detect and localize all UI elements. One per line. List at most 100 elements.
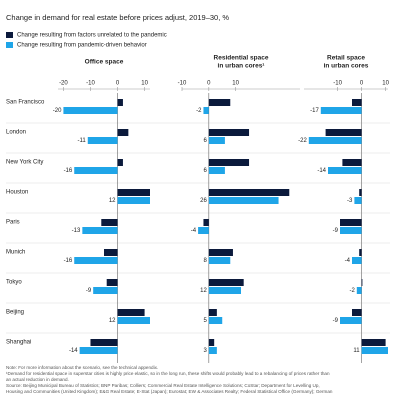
bar: [74, 167, 118, 174]
bar: [74, 257, 118, 264]
bar: [361, 339, 386, 346]
bar: [82, 227, 118, 234]
bar: [325, 129, 362, 136]
bar: [90, 339, 118, 346]
value-label: -13: [72, 228, 81, 234]
footnote: ¹Demand for residential space in superst…: [6, 371, 330, 376]
value-label: -3: [347, 198, 353, 204]
bar: [117, 129, 129, 136]
bar: [101, 219, 118, 226]
x-tick-label: 0: [360, 81, 364, 87]
category-label: Shanghai: [6, 340, 31, 346]
category-label: San Francisco: [6, 100, 45, 106]
value-label: -22: [298, 138, 307, 144]
bar: [117, 309, 145, 316]
bar: [117, 317, 150, 324]
category-label: New York City: [6, 160, 43, 166]
bar: [320, 107, 362, 114]
x-tick-label: -20: [59, 81, 68, 87]
value-label: -20: [53, 108, 62, 114]
panel-title: Residential space: [214, 55, 269, 62]
bar: [361, 347, 388, 354]
value-label: -4: [191, 228, 197, 234]
bar: [87, 137, 118, 144]
value-label: -14: [69, 348, 78, 354]
bar: [208, 257, 231, 264]
value-label: 5: [203, 318, 207, 324]
bar: [208, 317, 223, 324]
bar: [208, 197, 279, 204]
value-label: -9: [333, 228, 339, 234]
bar: [79, 347, 118, 354]
value-label: 6: [203, 138, 207, 144]
bar: [356, 287, 362, 294]
bar: [208, 279, 244, 286]
legend-label: Change resulting from factors unrelated …: [17, 33, 167, 39]
chart-title: Change in demand for real estate before …: [6, 13, 229, 22]
bar: [352, 99, 362, 106]
panel-title: in urban cores¹: [218, 63, 265, 70]
value-label: -11: [78, 138, 87, 144]
panel-title: Office space: [85, 59, 124, 66]
panel-title: in urban cores: [324, 63, 369, 70]
value-label: -9: [333, 318, 339, 324]
panel-title: Retail space: [327, 55, 365, 62]
bar: [208, 309, 217, 316]
bar: [352, 309, 362, 316]
value-label: 6: [203, 168, 207, 174]
bar: [203, 107, 209, 114]
value-label: 26: [200, 198, 207, 204]
bar: [340, 317, 362, 324]
value-label: -4: [345, 258, 351, 264]
value-label: -9: [86, 288, 92, 294]
footnote: Note: For more information about the sce…: [6, 365, 158, 370]
bar: [308, 137, 362, 144]
x-tick-label: 0: [207, 81, 211, 87]
value-label: -14: [317, 168, 326, 174]
bar: [208, 347, 217, 354]
x-tick-label: 10: [141, 81, 148, 87]
bar: [359, 249, 362, 256]
category-label: Houston: [6, 190, 28, 196]
bar: [340, 219, 362, 226]
bar: [208, 167, 225, 174]
x-tick-label: 10: [232, 81, 239, 87]
category-label: Beijing: [6, 310, 24, 316]
value-label: 8: [203, 258, 207, 264]
bar: [117, 99, 123, 106]
bar: [63, 107, 118, 114]
value-label: -16: [64, 168, 73, 174]
x-tick-label: -10: [86, 81, 95, 87]
bar: [208, 287, 241, 294]
value-label: -2: [196, 108, 202, 114]
bar: [208, 99, 231, 106]
value-label: 3: [203, 348, 207, 354]
bar: [104, 249, 118, 256]
value-label: 12: [109, 198, 116, 204]
value-label: -17: [310, 108, 319, 114]
category-label: Munich: [6, 250, 25, 256]
bar: [106, 279, 118, 286]
bar: [354, 197, 362, 204]
category-label: Paris: [6, 220, 20, 226]
bar: [359, 189, 362, 196]
x-tick-label: -10: [178, 81, 187, 87]
footnote: Housing and Communities (United Kingdom)…: [6, 389, 333, 394]
bar: [208, 339, 215, 346]
bar: [208, 129, 250, 136]
footnote: Source: Beijing Municipal Bureau of Stat…: [6, 383, 320, 388]
bar: [117, 159, 123, 166]
value-label: 12: [200, 288, 207, 294]
bar: [198, 227, 209, 234]
bar: [340, 227, 362, 234]
bar: [203, 219, 209, 226]
bar: [208, 189, 290, 196]
bar: [328, 167, 362, 174]
footnote: an actual reduction in demand.: [6, 377, 69, 382]
bar: [361, 279, 363, 286]
value-label: -16: [64, 258, 73, 264]
bar: [342, 159, 362, 166]
legend-swatch: [6, 32, 13, 38]
category-label: Tokyo: [6, 280, 22, 286]
